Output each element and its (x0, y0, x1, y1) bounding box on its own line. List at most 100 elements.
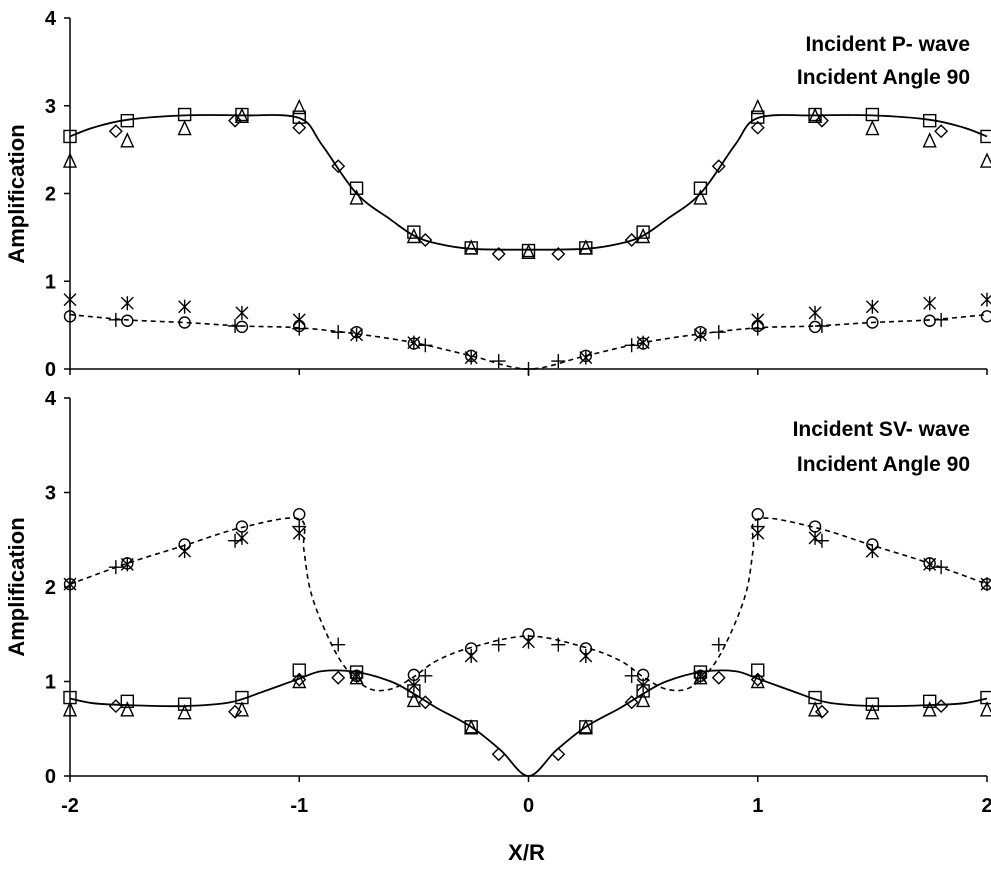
plus-marker (331, 637, 346, 652)
asterisk-marker (865, 299, 879, 314)
annotation: Incident P- wave (805, 33, 970, 56)
triangle-marker (750, 672, 765, 689)
triangle-marker (693, 189, 708, 205)
triangle-marker (292, 672, 307, 689)
diamond-marker (814, 113, 829, 128)
square-marker (177, 697, 192, 711)
plus-marker (750, 519, 765, 534)
circle-marker (178, 316, 191, 329)
square-marker (865, 697, 880, 711)
circle-marker (980, 310, 991, 323)
asterisk-marker (178, 544, 192, 559)
triangle-marker (578, 239, 593, 255)
triangle-marker (636, 227, 651, 244)
asterisk-marker (120, 296, 134, 311)
triangle-marker (177, 119, 192, 136)
diamond-marker (331, 670, 346, 685)
x-tick-label: 2 (981, 795, 991, 817)
square-marker (693, 181, 708, 195)
asterisk-marker (235, 530, 249, 545)
y-axis-label: Amplification (4, 517, 29, 656)
asterisk-marker (808, 530, 822, 545)
diamond-marker (292, 120, 307, 135)
diamond-marker (418, 695, 433, 710)
asterisk-marker (693, 327, 707, 342)
triangle-marker (406, 691, 421, 708)
x-axis-label: X/R (508, 840, 545, 865)
plus-marker (228, 319, 243, 334)
diamond-marker (750, 120, 765, 135)
plus-marker (108, 560, 123, 575)
annotation: Incident SV- wave (793, 418, 970, 441)
triangle-marker (120, 701, 135, 717)
plus-marker (418, 338, 433, 353)
panel-p-wave: 0 1 2 3 4 Amplification Incident P- wave Incide… (4, 8, 991, 381)
circle-marker (579, 349, 593, 363)
circle-marker (350, 669, 363, 683)
circle-marker (636, 337, 650, 350)
y-tick-label: 1 (45, 271, 56, 293)
circle-marker (579, 642, 593, 655)
circle-marker (235, 520, 249, 533)
square-marker (751, 110, 765, 124)
asterisk-marker (923, 296, 937, 311)
circle-marker (464, 349, 478, 363)
square-marker (292, 110, 306, 124)
y-tick-label: 1 (45, 672, 56, 694)
plus-marker (491, 354, 506, 369)
triangle-marker (406, 227, 421, 244)
circle-marker (694, 325, 707, 339)
circle-marker (808, 520, 822, 533)
circle-marker (63, 310, 77, 323)
triangle-marker (807, 107, 823, 123)
plus-marker (521, 362, 536, 376)
x-tick-label: 1 (752, 795, 763, 817)
y-tick-label: 0 (45, 766, 56, 788)
triangle-marker (120, 132, 135, 148)
asterisk-marker (980, 292, 991, 307)
triangle-marker (750, 98, 765, 115)
circle-marker (407, 668, 421, 682)
diamond-marker (711, 670, 726, 685)
triangle-marker (464, 239, 479, 255)
circle-marker (980, 577, 991, 591)
circle-marker (178, 538, 191, 551)
plus-marker (934, 312, 949, 327)
plus-marker (292, 321, 307, 336)
plus-marker (292, 519, 307, 534)
triangle-marker (979, 701, 991, 717)
asterisk-marker (579, 350, 593, 365)
y-axis-label: Amplification (4, 124, 29, 263)
diamond-marker (750, 672, 765, 687)
plus-marker (551, 354, 566, 369)
circle-marker (866, 316, 879, 329)
annotation: Incident Angle 90 (797, 453, 970, 476)
triangle-marker (865, 119, 880, 136)
y-tick-label: 3 (45, 96, 56, 118)
diamond-marker (228, 113, 243, 128)
circle-marker (751, 508, 764, 521)
plus-marker (331, 325, 346, 340)
y-tick-label: 2 (45, 184, 56, 206)
triangle-marker (922, 132, 937, 148)
square-marker (980, 129, 991, 144)
plus-marker (491, 637, 506, 652)
square-marker (349, 181, 364, 195)
annotation: Incident Angle 90 (797, 66, 970, 89)
y-tick-label: 0 (45, 359, 56, 381)
triangle-marker (177, 704, 192, 720)
plus-marker (934, 560, 949, 575)
plus-marker (814, 533, 829, 548)
plus-marker (814, 319, 829, 334)
y-tick-label: 3 (45, 483, 56, 505)
circle-marker (808, 320, 822, 334)
square-marker (407, 225, 421, 239)
triangle-marker (349, 189, 364, 205)
square-marker (120, 694, 135, 709)
plus-marker (750, 321, 765, 336)
square-marker (922, 694, 937, 709)
triangle-marker (521, 243, 536, 259)
diamond-marker (711, 159, 726, 174)
plus-marker (108, 312, 123, 327)
circle-marker (522, 628, 535, 641)
